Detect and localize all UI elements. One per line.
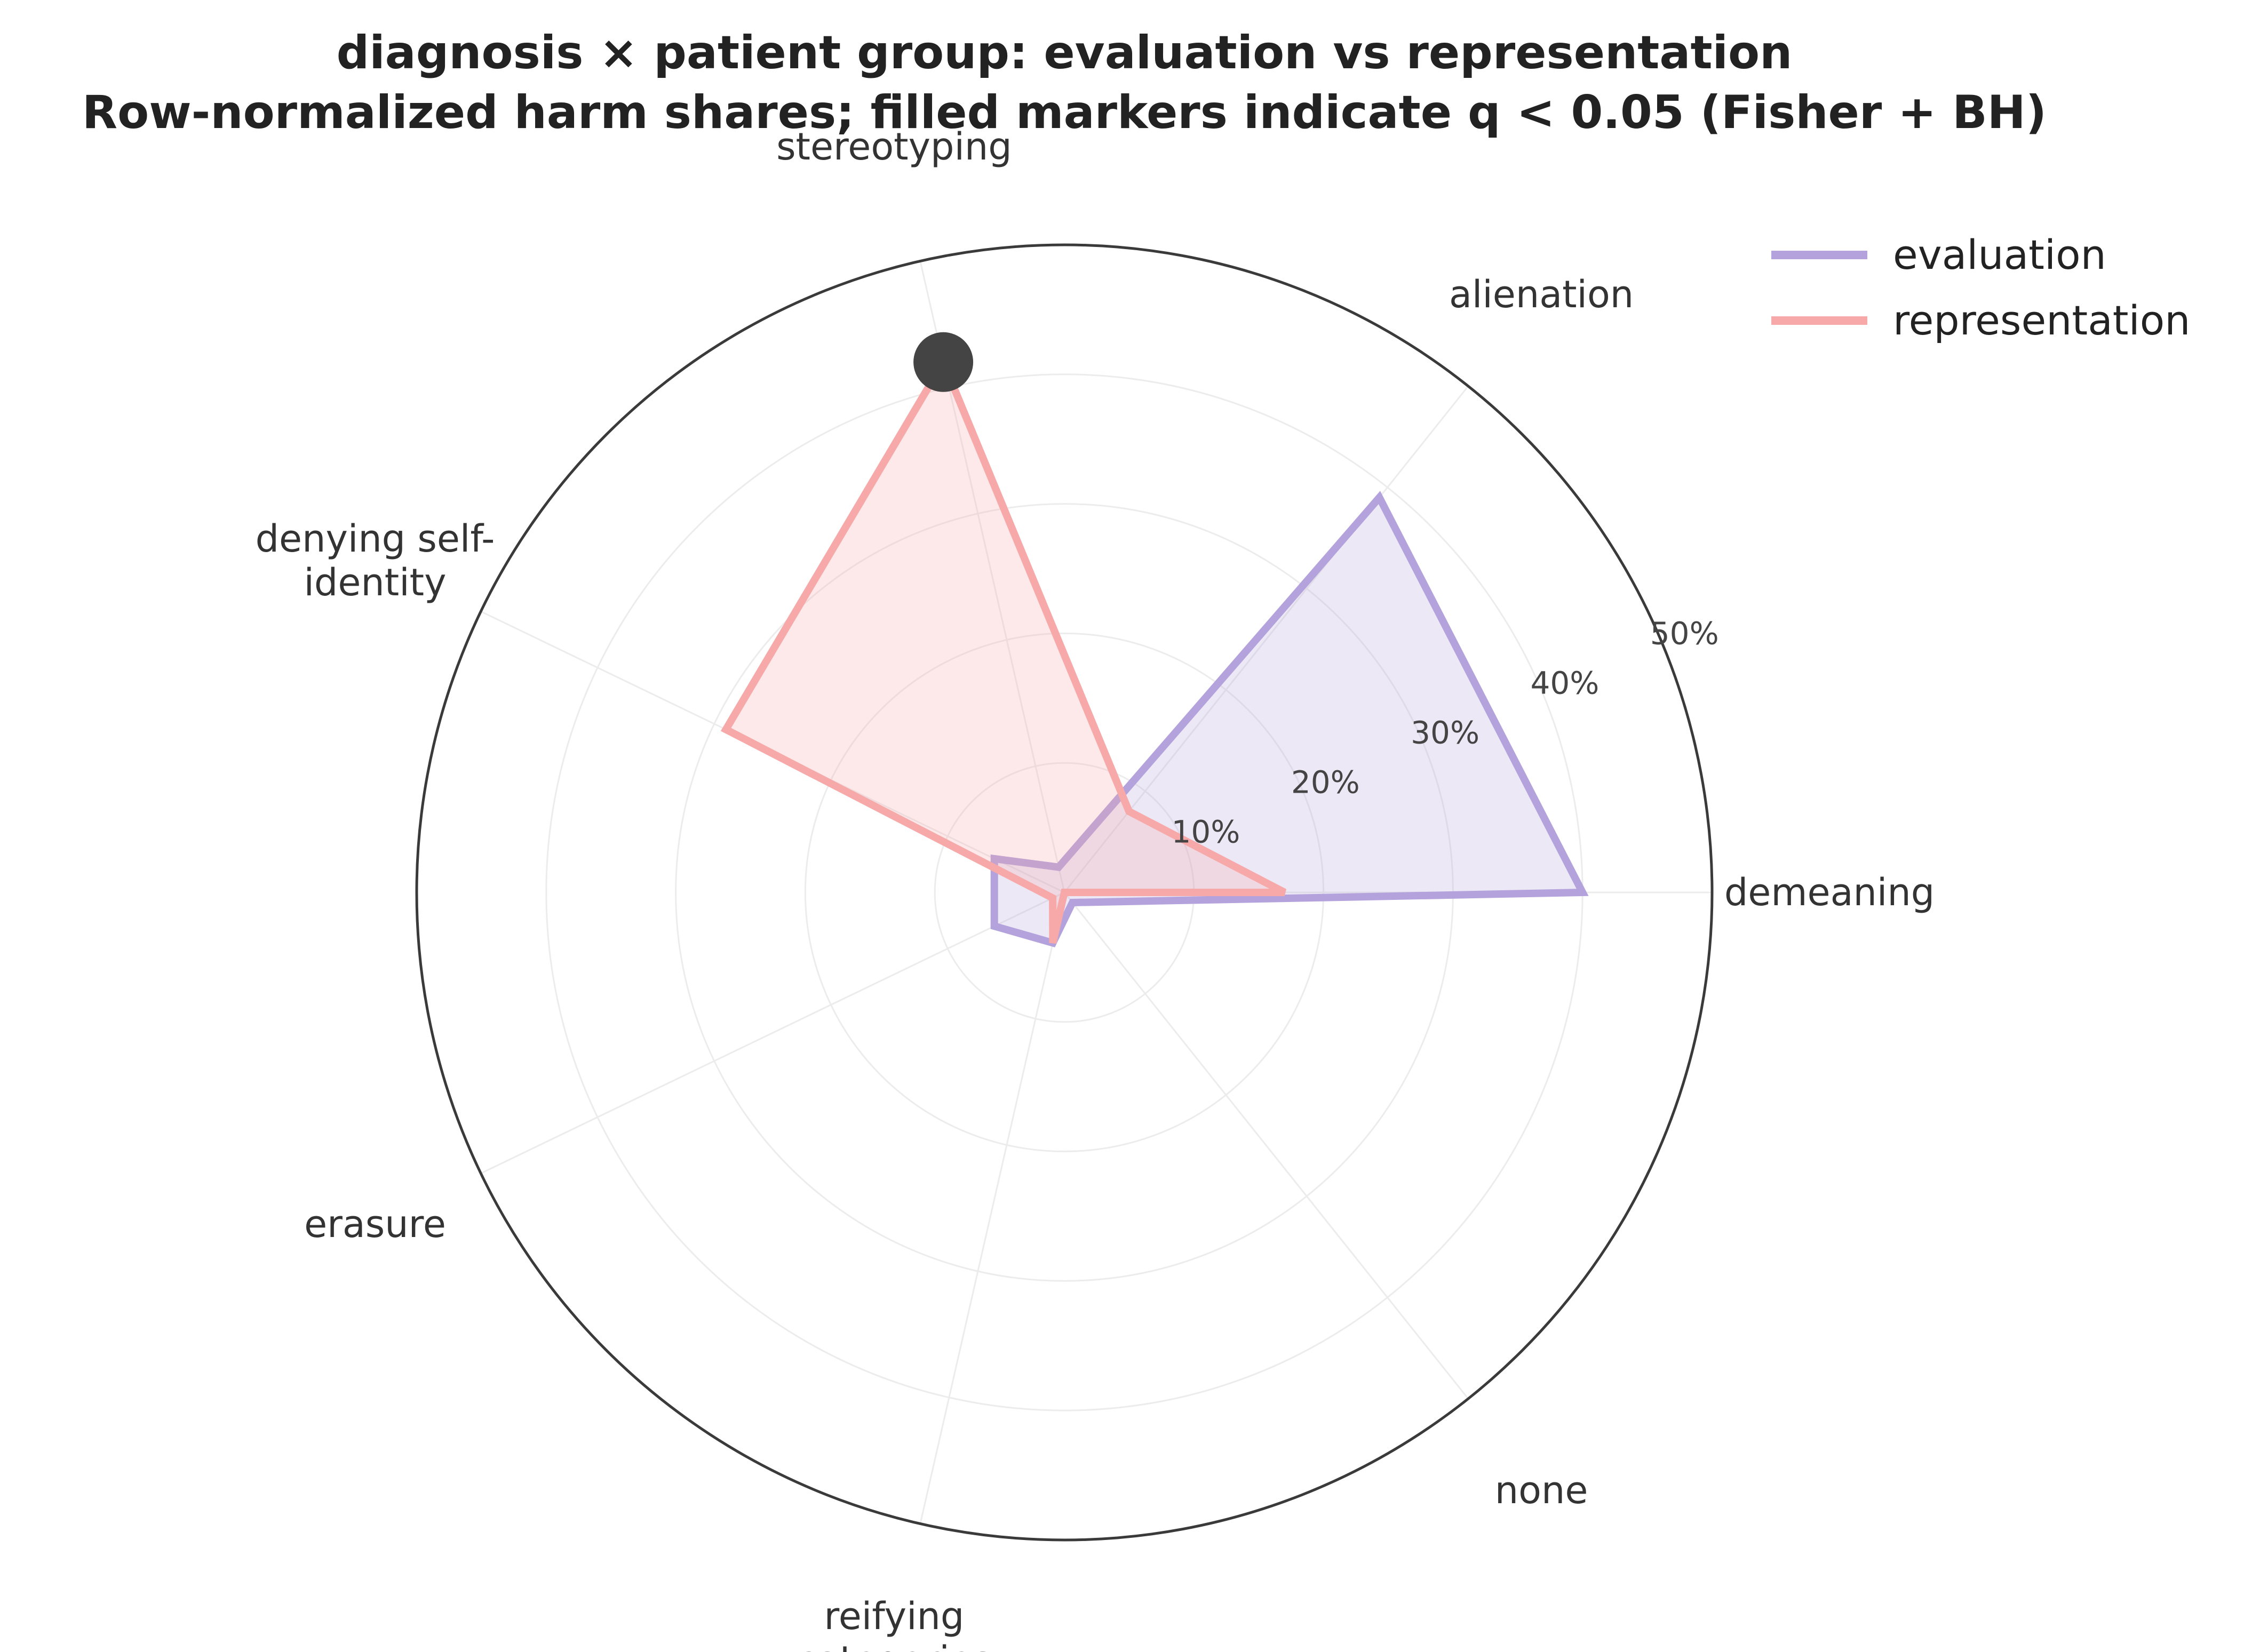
category-label-line: categories xyxy=(796,1638,992,1652)
series-fill-representation xyxy=(726,362,1285,943)
series-point-representation-7 xyxy=(1064,892,1065,893)
significance-marker-1 xyxy=(913,332,974,392)
category-label-line: alienation xyxy=(1449,273,1634,316)
category-label-2: alienation xyxy=(1449,273,1634,316)
category-labels: demeaning alienation stereotyping denying s… xyxy=(256,125,1935,1652)
category-label-4: denying self-identity xyxy=(256,517,495,604)
category-label-5: erasure xyxy=(304,1202,446,1246)
category-label-1: demeaning xyxy=(1724,871,1935,914)
chart-title: diagnosis × patient group: evaluation vs… xyxy=(82,26,2047,139)
category-label-line: none xyxy=(1495,1469,1588,1512)
radial-tick-labels: 10% 20% 30% 40% 50% xyxy=(1172,616,1719,850)
series-point-representation-5 xyxy=(1052,898,1053,899)
grid-spoke-6 xyxy=(919,892,1065,1524)
series-point-representation-4 xyxy=(726,729,727,730)
category-label-3: stereotyping xyxy=(776,125,1012,169)
series-point-evaluation-1 xyxy=(1582,892,1583,893)
category-label-line: stereotyping xyxy=(776,125,1012,169)
radial-tick-label: 10% xyxy=(1172,813,1240,850)
legend-label-2: representation xyxy=(1893,297,2190,344)
legend-label-1: evaluation xyxy=(1893,231,2106,278)
legend: evaluation representation xyxy=(1771,231,2190,344)
radial-tick-label: 50% xyxy=(1650,616,1719,652)
category-label-line: denying self- xyxy=(256,517,495,561)
category-label-7: none xyxy=(1495,1469,1588,1512)
category-label-line: erasure xyxy=(304,1202,446,1246)
grid-spoke-7 xyxy=(1063,892,1469,1400)
series-line-representation xyxy=(720,354,1287,944)
series-point-evaluation-7 xyxy=(1072,902,1073,903)
radial-tick-label: 30% xyxy=(1411,715,1479,751)
grid-spoke-5 xyxy=(480,891,1065,1175)
grid-spoke-2 xyxy=(1063,385,1469,893)
category-label-line: reifying xyxy=(824,1594,964,1638)
series-point-evaluation-2 xyxy=(1379,497,1380,498)
chart-title-line-2: Row-normalized harm shares; filled marke… xyxy=(82,86,2047,139)
series-point-representation-6 xyxy=(1052,943,1053,944)
series-layer xyxy=(720,332,1589,948)
radial-tick-label: 40% xyxy=(1530,665,1599,701)
outer-frame-ring xyxy=(415,243,1714,1542)
chart-title-line-1: diagnosis × patient group: evaluation vs… xyxy=(337,26,1793,79)
series-point-representation-2 xyxy=(1128,811,1129,812)
radial-tick-label: 20% xyxy=(1291,764,1360,800)
category-label-line: demeaning xyxy=(1724,871,1935,914)
series-line-evaluation xyxy=(990,491,1589,948)
series-point-evaluation-5 xyxy=(994,925,995,927)
category-label-line: identity xyxy=(304,561,446,604)
series-point-representation-1 xyxy=(1284,892,1285,893)
category-label-6: reifyingcategories xyxy=(796,1594,992,1652)
